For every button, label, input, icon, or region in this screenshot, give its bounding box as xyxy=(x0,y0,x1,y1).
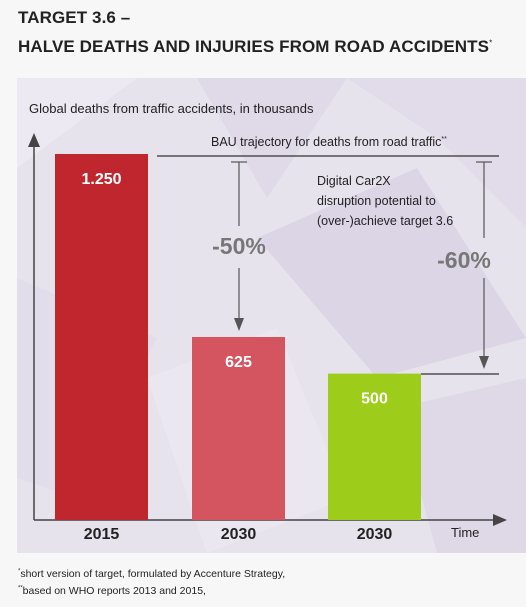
chart-panel: Global deaths from traffic accidents, in… xyxy=(17,78,526,553)
title-line-2-text: HALVE DEATHS AND INJURIES FROM ROAD ACCI… xyxy=(18,37,490,56)
title-footnote-mark: * xyxy=(489,38,493,48)
bars-group: 1.250 2015 625 2030 500 2030 xyxy=(55,154,421,543)
car2x-line-3: (over-)achieve target 3.6 xyxy=(317,214,453,228)
y-axis-label: Global deaths from traffic accidents, in… xyxy=(29,101,314,116)
bar-3 xyxy=(328,373,421,520)
x-tick-label-1: 2015 xyxy=(84,526,120,543)
minus-50-annotation: -50% xyxy=(212,161,266,331)
bar-1 xyxy=(55,154,148,520)
footnote-2-text: based on WHO reports 2013 and 2015, xyxy=(22,585,206,597)
bar-3-value-label: 500 xyxy=(361,391,388,408)
bau-label: BAU trajectory for deaths from road traf… xyxy=(211,135,447,149)
minus-60-label: -60% xyxy=(437,247,491,273)
footnote-1-mark: * xyxy=(18,568,21,575)
bau-footnote-mark: ** xyxy=(441,136,447,143)
car2x-line-1: Digital Car2X xyxy=(317,174,391,188)
title-line-2: HALVE DEATHS AND INJURIES FROM ROAD ACCI… xyxy=(18,37,492,57)
chart-svg: Global deaths from traffic accidents, in… xyxy=(17,78,526,553)
bau-label-text: BAU trajectory for deaths from road traf… xyxy=(211,135,441,149)
minus-60-annotation: -60% xyxy=(421,161,499,375)
x-tick-label-2: 2030 xyxy=(221,526,257,543)
car2x-text: Digital Car2X disruption potential to (o… xyxy=(317,174,453,228)
bar-1-value-label: 1.250 xyxy=(81,171,121,188)
footnote-2: **based on WHO reports 2013 and 2015, xyxy=(18,585,206,597)
minus-50-label: -50% xyxy=(212,233,266,259)
car2x-line-2: disruption potential to xyxy=(317,194,436,208)
bau-annotation: BAU trajectory for deaths from road traf… xyxy=(157,135,499,157)
title-line-1: TARGET 3.6 – xyxy=(18,8,131,27)
footnote-2-mark: ** xyxy=(18,585,23,592)
x-axis-label: Time xyxy=(451,525,479,540)
bar-2 xyxy=(192,337,285,520)
bar-2-value-label: 625 xyxy=(225,354,252,371)
x-tick-label-3: 2030 xyxy=(357,526,393,543)
footnote-1: *short version of target, formulated by … xyxy=(18,568,285,580)
footnote-1-text: short version of target, formulated by A… xyxy=(20,568,286,580)
